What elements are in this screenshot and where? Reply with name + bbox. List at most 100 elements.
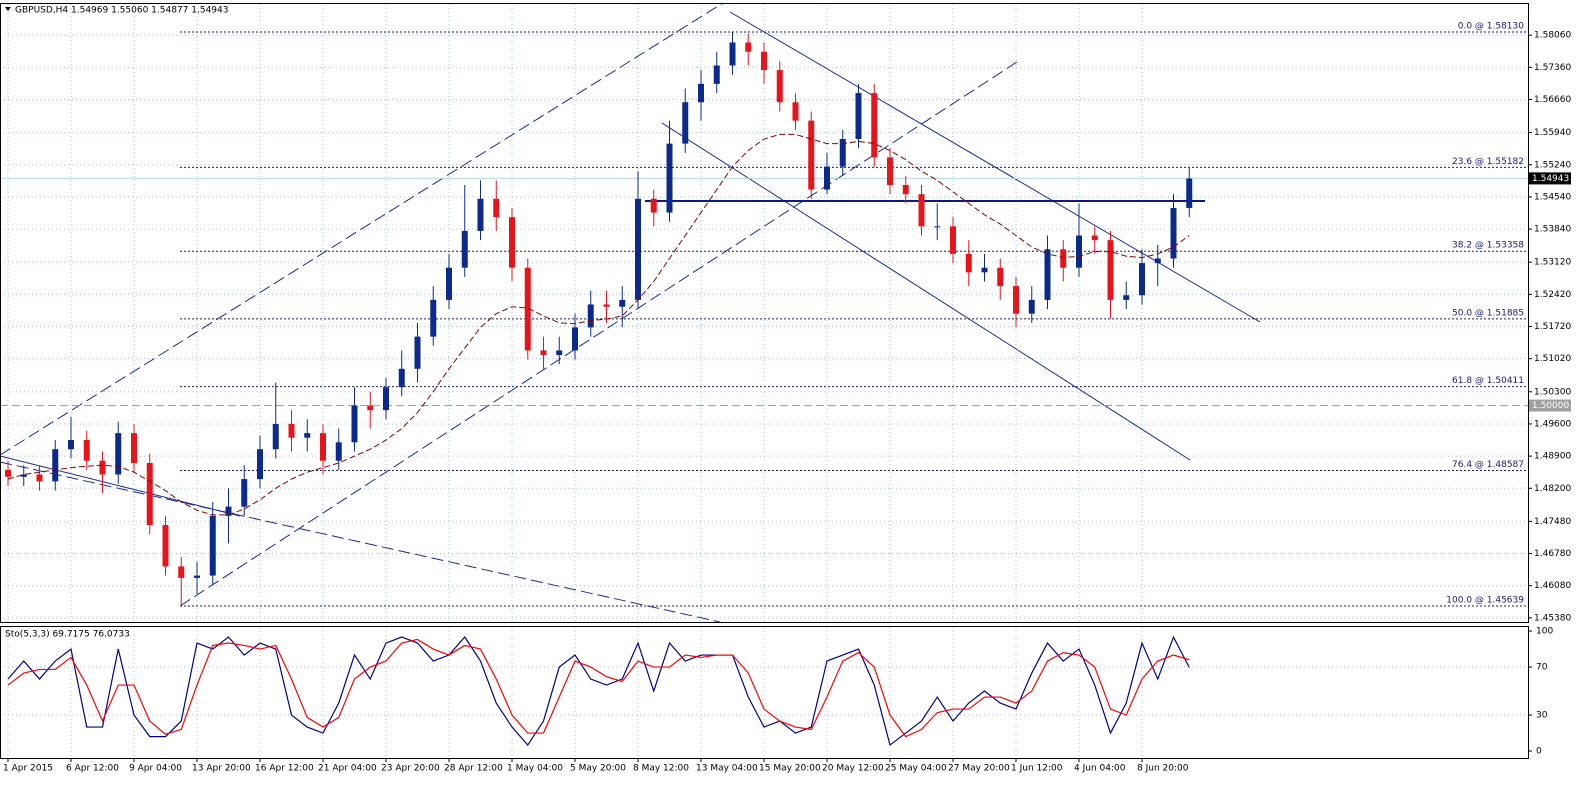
candle-body [1044,249,1051,300]
candle-body [509,217,515,268]
candle-body [115,433,122,475]
moving-average [7,133,1190,516]
fib-label: 76.4 @ 1.48587 [1452,460,1524,470]
main-frame [0,3,1529,623]
x-tick-label: 8 Jun 20:00 [1137,764,1189,774]
x-tick-label: 23 Apr 20:00 [381,764,440,774]
candle-body [666,143,673,213]
candle-body [1060,249,1067,268]
menu-arrow [5,7,11,11]
x-tick-label: 16 Apr 12:00 [255,764,314,774]
candle-body [650,198,657,213]
candle-body [635,198,641,300]
candle-body [1013,286,1019,314]
x-tick-label: 20 May 12:00 [822,764,884,774]
y-tick-label: 1.53120 [1534,258,1571,268]
candle-body [887,157,893,185]
x-tick-label: 21 Apr 04:00 [318,764,377,774]
candle-body [950,226,956,254]
fib-label: 61.8 @ 1.50411 [1452,376,1524,386]
candle-body [824,166,830,190]
candle-body [934,226,941,228]
channel-line [179,59,1021,607]
candle-body [745,42,752,52]
chart-title: GBPUSD,H4 1.54969 1.55060 1.54877 1.5494… [15,6,228,16]
candle-body [398,368,405,388]
x-tick-label: 4 Jun 04:00 [1074,764,1126,774]
y-tick-label: 1.46080 [1534,581,1571,591]
candle-body [1107,240,1114,300]
candle-body [1139,263,1145,296]
candle-body [131,433,137,463]
candle-body [83,440,90,461]
y-tick-label: 1.49600 [1534,419,1571,429]
candle-body [1170,207,1177,259]
y-tick-label: 1.48200 [1534,484,1571,494]
y-tick-label: 1.55240 [1534,160,1571,170]
y-tick-label: 1.45380 [1534,613,1571,623]
fib-label: 23.6 @ 1.55182 [1452,157,1524,167]
x-tick-label: 1 May 04:00 [507,764,563,774]
candle-body [194,575,200,578]
candle-body [682,102,689,144]
candle-body [20,474,27,477]
candle-body [871,93,878,158]
candle-body [540,350,547,356]
x-tick-label: 13 May 04:00 [696,764,758,774]
candle-body [572,327,578,351]
candle-body [524,267,531,351]
candle-body [619,299,626,307]
candle-body [99,460,106,475]
candle-body [288,423,295,438]
candle-body [839,139,846,167]
y-tick-label: 1.56660 [1534,95,1571,105]
y-tick-label: 1.54540 [1534,192,1571,202]
candle-body [461,230,468,268]
stoch-title: Sto(5,3,3) 69.7175 76.0733 [5,630,130,640]
candle-body [902,184,909,195]
channel-line [0,461,721,623]
x-tick-label: 8 May 12:00 [633,764,689,774]
y-tick-label: 1.58060 [1534,31,1571,41]
trend-lines [0,2,1261,623]
candle-body [52,449,59,482]
candle-body [603,304,610,307]
fib-label: 50.0 @ 1.51885 [1452,308,1524,318]
candle-body [225,506,232,516]
candle-body [146,462,153,526]
y-tick-label: 1.57360 [1534,63,1571,73]
candle-body [761,51,767,71]
candle-body [320,433,326,461]
price-label: 1.54943 [1532,174,1569,184]
candle-body [997,267,1004,287]
candle-body [414,336,421,369]
y-tick-label: 1.53840 [1534,225,1571,235]
candle-body [1186,178,1193,208]
candle-body [304,433,311,438]
x-tick-label: 6 Apr 12:00 [66,764,119,774]
fib-label: 100.0 @ 1.45639 [1446,595,1524,605]
candle-body [351,405,358,443]
y-tick-label: 1.52420 [1534,290,1571,300]
candle-body [792,102,799,121]
candle-body [493,198,500,218]
candle-body [729,42,736,66]
channel-line [661,122,1191,461]
candle-body [981,267,988,273]
fib-label: 0.0 @ 1.58130 [1458,21,1525,31]
price-label-box [1529,172,1571,185]
candle-body [556,350,563,356]
y-tick-label: 1.50300 [1534,387,1571,397]
x-tick-label: 9 Apr 04:00 [129,764,182,774]
x-tick-label: 5 May 20:00 [570,764,626,774]
marker-label-box [1529,399,1571,412]
x-tick-label: 13 Apr 20:00 [192,764,251,774]
x-tick-label: 27 May 20:00 [948,764,1010,774]
candle-body [5,469,11,477]
candle-body [918,194,925,227]
y-tick-label: 30 [1536,711,1548,721]
candle-body [446,267,452,300]
x-tick-label: 25 May 04:00 [885,764,947,774]
